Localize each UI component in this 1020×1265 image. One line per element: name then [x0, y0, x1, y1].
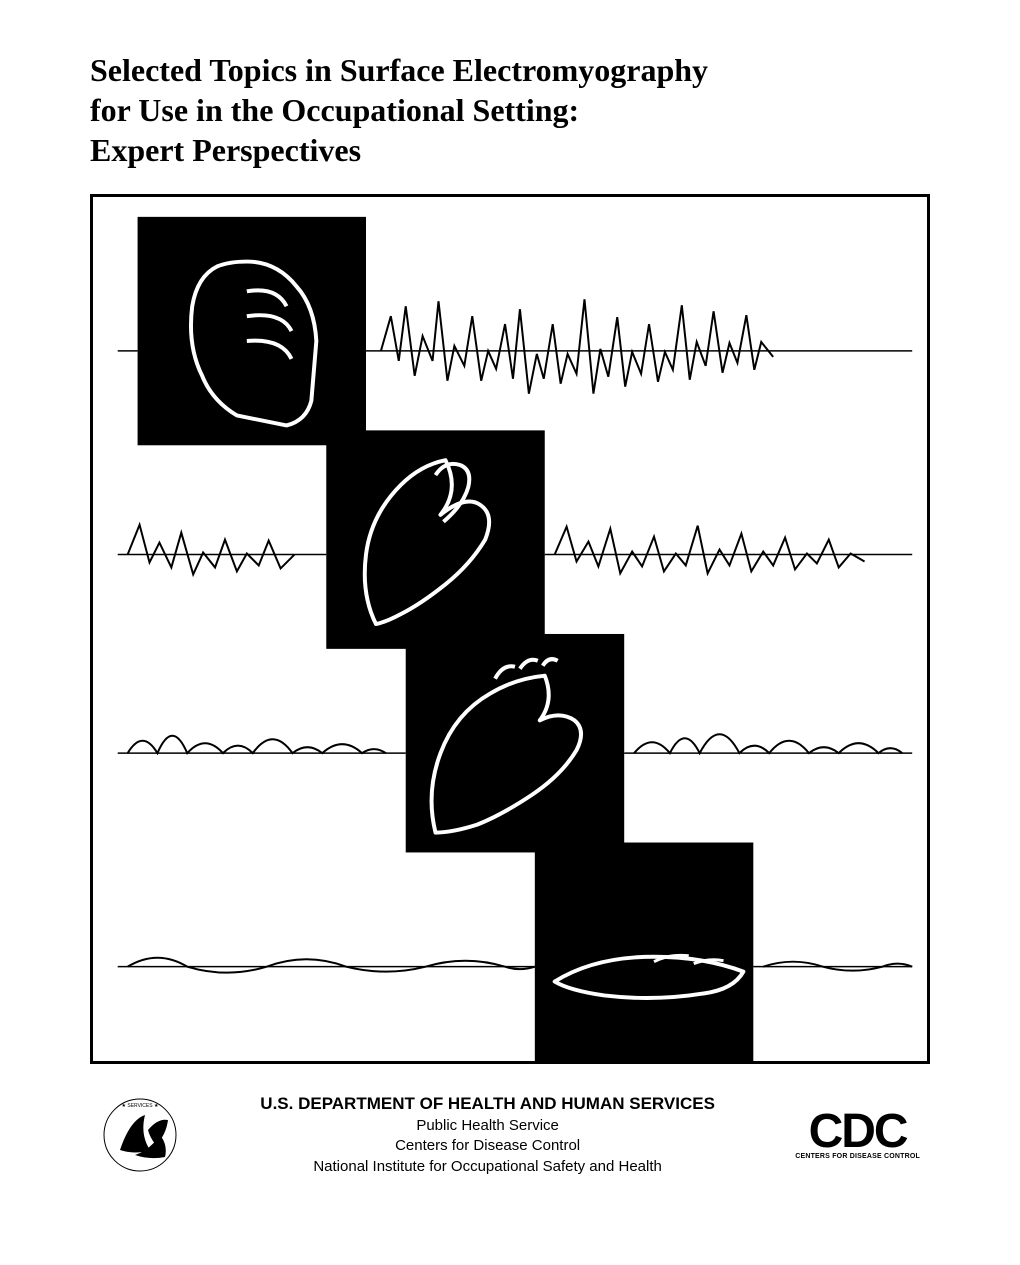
document-title: Selected Topics in Surface Electromyogra…	[90, 50, 930, 170]
publisher-text: U.S. DEPARTMENT OF HEALTH AND HUMAN SERV…	[200, 1094, 775, 1177]
cover-figure	[90, 194, 930, 1064]
panel-pinch	[326, 430, 544, 648]
title-line-2: for Use in the Occupational Setting:	[90, 90, 930, 130]
agency-line-3: National Institute for Occupational Safe…	[200, 1157, 775, 1177]
agency-line-2: Centers for Disease Control	[200, 1136, 775, 1156]
title-line-1: Selected Topics in Surface Electromyogra…	[90, 50, 930, 90]
svg-text:★ SERVICES ★: ★ SERVICES ★	[122, 1103, 159, 1109]
panel-flat-hand	[535, 843, 753, 1061]
panel-fist	[138, 217, 366, 445]
department-name: U.S. DEPARTMENT OF HEALTH AND HUMAN SERV…	[200, 1094, 775, 1114]
panel-open-palm	[406, 634, 624, 852]
cdc-subtext: CENTERS FOR DISEASE CONTROL	[795, 1153, 920, 1160]
cdc-logo: CDC CENTERS FOR DISEASE CONTROL	[795, 1110, 920, 1160]
emg-illustration	[93, 197, 927, 1061]
hhs-seal-icon: ★ SERVICES ★	[100, 1095, 180, 1175]
agency-line-1: Public Health Service	[200, 1116, 775, 1136]
publisher-footer: ★ SERVICES ★ U.S. DEPARTMENT OF HEALTH A…	[90, 1094, 930, 1177]
cdc-wordmark: CDC	[795, 1110, 920, 1153]
title-line-3: Expert Perspectives	[90, 130, 930, 170]
